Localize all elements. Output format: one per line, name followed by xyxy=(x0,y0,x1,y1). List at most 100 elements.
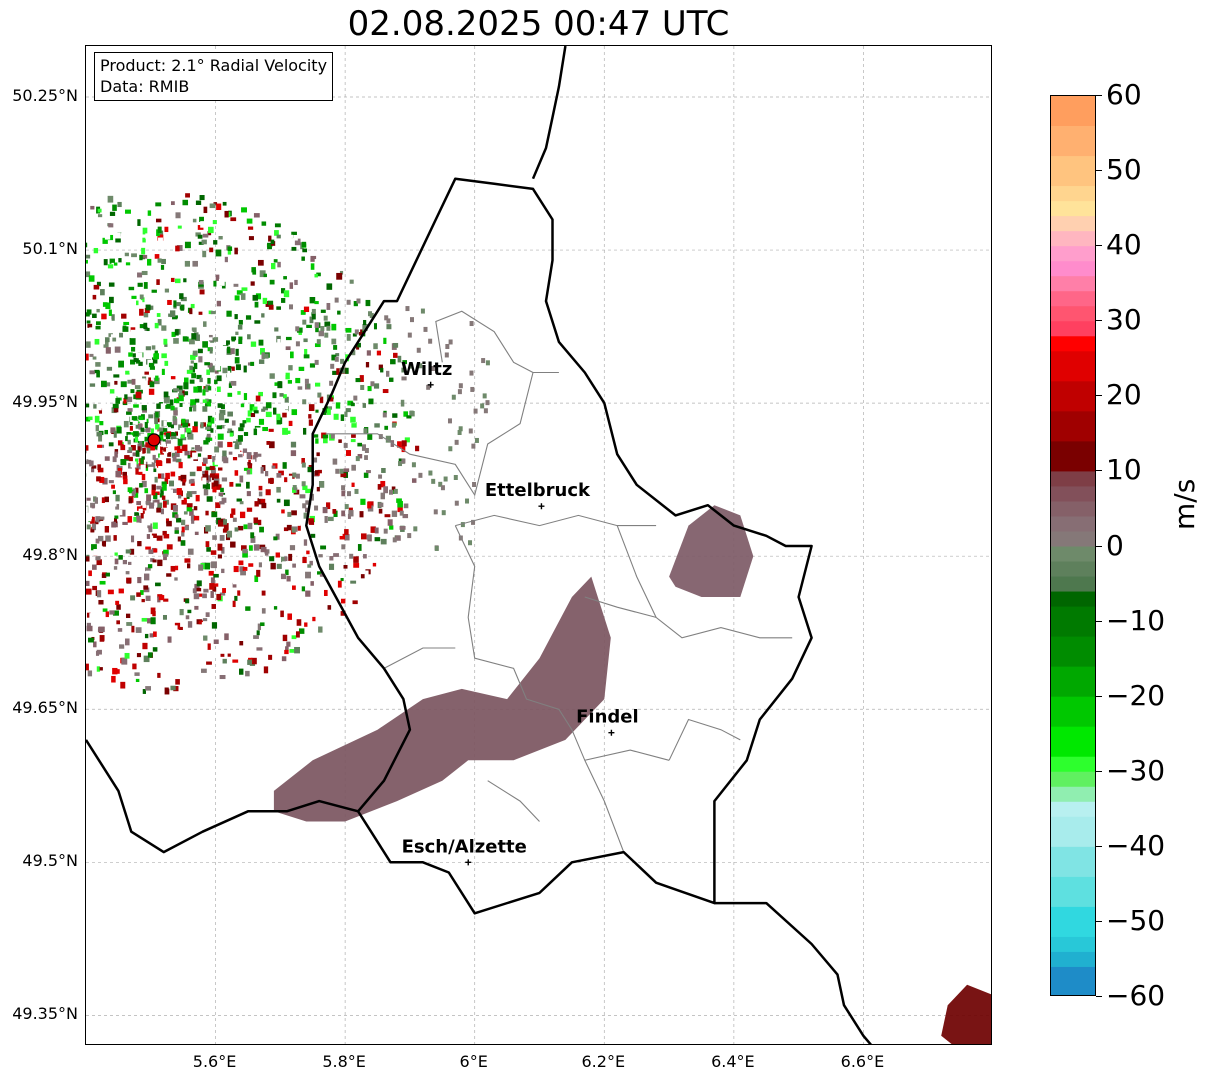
longitude-tick-label: 6°E xyxy=(459,1052,488,1071)
radar-echo-pixel xyxy=(135,391,142,399)
radar-echo-pixel xyxy=(145,233,152,239)
radar-echo-pixel xyxy=(336,368,340,375)
radar-echo-pixel xyxy=(128,286,135,291)
radar-echo-pixel xyxy=(263,282,268,289)
radar-echo-pixel xyxy=(144,308,150,314)
radar-echo-pixel xyxy=(320,491,324,498)
radar-echo-pixel xyxy=(161,368,165,375)
radar-echo-pixel xyxy=(124,652,130,659)
radar-echo-pixel xyxy=(356,298,361,304)
radar-echo-pixel xyxy=(159,677,164,682)
radar-echo-pixel xyxy=(305,488,312,494)
radar-echo-pixel xyxy=(318,626,323,633)
radar-echo-pixel xyxy=(108,641,114,647)
radar-echo-pixel xyxy=(134,436,139,443)
colorbar-segment xyxy=(1051,516,1095,532)
longitude-tick-label: 5.8°E xyxy=(322,1052,366,1071)
radar-echo-pixel xyxy=(276,234,281,239)
radar-echo-pixel xyxy=(335,468,340,474)
colorbar-segment xyxy=(1051,561,1095,578)
radar-echo-pixel xyxy=(273,606,278,610)
radar-echo-pixel xyxy=(196,446,203,452)
radar-echo-pixel xyxy=(268,304,274,310)
radar-echo-pixel xyxy=(340,563,344,567)
radar-echo-pixel xyxy=(155,202,162,207)
radar-echo-pixel xyxy=(131,378,136,385)
radar-echo-pixel xyxy=(179,395,184,402)
radar-echo-pixel xyxy=(139,483,143,488)
radar-echo-pixel xyxy=(222,338,227,346)
radar-echo-pixel xyxy=(87,198,92,206)
radar-echo-pixel xyxy=(186,503,193,508)
radar-echo-pixel xyxy=(331,323,337,331)
radar-echo-pixel xyxy=(140,590,144,595)
radar-echo-pixel xyxy=(192,411,198,416)
radar-echo-pixel xyxy=(104,525,110,533)
radar-echo-pixel xyxy=(468,540,473,546)
radar-echo-pixel xyxy=(115,600,120,605)
radar-echo-pixel xyxy=(203,488,209,496)
radar-echo-pixel xyxy=(166,447,171,453)
radar-echo-pixel xyxy=(221,372,227,378)
colorbar-segment xyxy=(1051,216,1095,232)
radar-echo-pixel xyxy=(289,545,296,551)
radar-echo-pixel xyxy=(239,640,244,646)
radar-echo-pixel xyxy=(224,210,229,218)
radar-echo-pixel xyxy=(99,635,105,642)
radar-echo-pixel xyxy=(289,304,294,310)
data-source-label: Data: RMIB xyxy=(100,77,190,96)
radar-echo-pixel xyxy=(193,386,199,393)
radar-echo-pixel xyxy=(262,601,267,607)
radar-echo-pixel xyxy=(104,640,110,645)
radar-echo-pixel xyxy=(301,586,306,592)
radar-echo-pixel xyxy=(129,425,133,431)
radar-echo-pixel xyxy=(258,491,263,497)
radar-echo-pixel xyxy=(100,380,107,388)
radar-echo-pixel xyxy=(239,566,245,572)
radar-echo-pixel xyxy=(155,265,160,272)
radar-echo-pixel xyxy=(110,291,117,296)
radar-echo-pixel xyxy=(211,482,215,489)
radar-echo-pixel xyxy=(368,398,374,405)
radar-echo-pixel xyxy=(206,433,211,439)
radar-echo-pixel xyxy=(117,201,122,208)
radar-echo-pixel xyxy=(173,398,180,404)
radar-echo-pixel xyxy=(251,267,256,273)
radar-echo-pixel xyxy=(224,633,229,641)
radar-echo-pixel xyxy=(374,527,379,534)
radar-echo-pixel xyxy=(116,604,121,610)
radar-echo-pixel xyxy=(362,323,368,331)
radar-echo-pixel xyxy=(230,513,234,518)
radar-echo-pixel xyxy=(202,399,207,403)
radar-echo-pixel xyxy=(163,447,168,452)
radar-echo-pixel xyxy=(181,526,185,533)
radar-echo-pixel xyxy=(350,401,355,407)
radar-echo-pixel xyxy=(86,242,88,248)
radar-echo-pixel xyxy=(345,408,351,413)
colorbar-segment xyxy=(1051,126,1095,157)
radar-echo-pixel xyxy=(119,287,126,294)
radar-echo-pixel xyxy=(357,442,363,447)
radar-echo-pixel xyxy=(143,587,150,593)
radar-echo-pixel xyxy=(86,353,89,361)
radar-echo-pixel xyxy=(326,625,331,632)
radar-echo-pixel xyxy=(345,367,349,374)
radar-echo-pixel xyxy=(187,454,191,459)
radar-echo-pixel xyxy=(145,500,151,506)
radar-echo-pixel xyxy=(145,442,152,448)
radar-echo-pixel xyxy=(88,416,93,421)
radar-map[interactable]: Wiltz Ettelbruck Findel Esch/Alzette xyxy=(85,45,992,1045)
radar-echo-pixel xyxy=(426,384,431,390)
radar-echo-pixel xyxy=(393,352,398,358)
radar-echo-pixel xyxy=(235,364,241,371)
radar-echo-pixel xyxy=(303,512,308,519)
radar-echo-pixel xyxy=(374,537,381,542)
radar-echo-pixel xyxy=(105,319,112,323)
radar-echo-pixel xyxy=(242,448,248,453)
radar-echo-pixel xyxy=(320,326,325,332)
radar-echo-pixel xyxy=(198,241,204,245)
radar-site xyxy=(147,433,161,447)
radar-echo-pixel xyxy=(209,583,215,590)
radar-echo-pixel xyxy=(243,467,248,471)
